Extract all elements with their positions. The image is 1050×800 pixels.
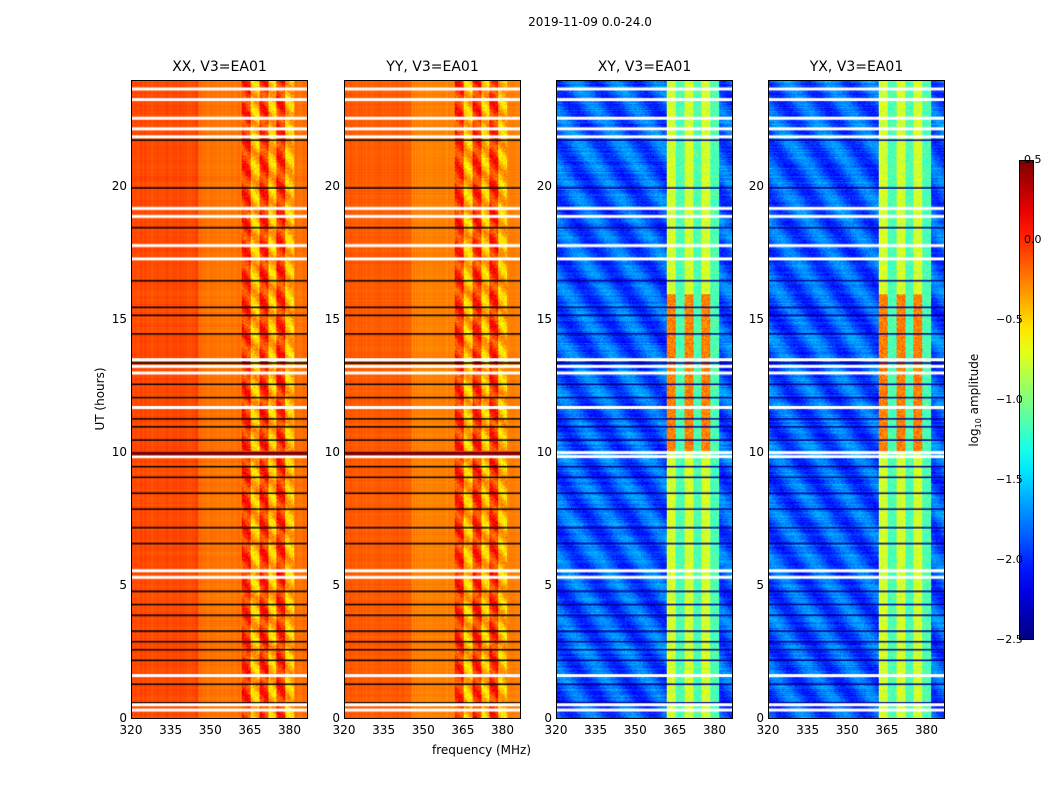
colorbar-tick-label: −1.0 xyxy=(996,393,1023,406)
colorbar-tick-label: −1.5 xyxy=(996,473,1023,486)
y-tick-label: 20 xyxy=(111,178,127,193)
y-tick-label: 20 xyxy=(748,178,764,193)
colorbar-label-sub: 10 xyxy=(974,418,984,429)
heatmap-yy xyxy=(344,80,521,719)
y-axis-label: UT (hours) xyxy=(93,367,107,431)
y-tick-label: 10 xyxy=(748,444,764,459)
x-tick-label: 335 xyxy=(372,723,396,737)
y-tick-label: 5 xyxy=(756,577,764,592)
y-tick-label: 0 xyxy=(119,711,127,725)
y-tick-label: 15 xyxy=(324,311,340,326)
y-tick-label: 15 xyxy=(536,311,552,326)
heatmap-xx xyxy=(131,80,308,719)
colorbar-tick-label: −2.0 xyxy=(996,553,1023,566)
heatmap-yx xyxy=(768,80,945,719)
x-tick-label: 320 xyxy=(332,723,356,737)
colorbar-tick-label: 0.0 xyxy=(1024,233,1042,246)
y-tick-label: 5 xyxy=(544,577,552,592)
x-tick-label: 335 xyxy=(796,723,820,737)
y-tick-label: 0 xyxy=(544,711,552,725)
heatmap-canvas xyxy=(557,81,732,718)
panel-title-yy: YY, V3=EA01 xyxy=(386,59,479,75)
x-tick-label: 350 xyxy=(198,723,222,737)
x-tick-label: 365 xyxy=(663,723,687,737)
x-tick-label: 320 xyxy=(544,723,568,737)
x-tick-label: 365 xyxy=(451,723,475,737)
x-tick-label: 380 xyxy=(278,723,301,737)
y-tick-label: 10 xyxy=(536,444,552,459)
figure-title: 2019-11-09 0.0-24.0 xyxy=(528,15,652,29)
x-tick-label: 320 xyxy=(756,723,780,737)
panel-title-xy: XY, V3=EA01 xyxy=(597,59,692,75)
colorbar-tick-label: −2.5 xyxy=(996,633,1023,646)
y-tick-label: 15 xyxy=(748,311,764,326)
heatmap-xy xyxy=(556,80,733,719)
x-tick-label: 350 xyxy=(835,723,859,737)
x-tick-label: 350 xyxy=(411,723,435,737)
x-tick-label: 380 xyxy=(915,723,938,737)
y-tick-label: 0 xyxy=(332,711,340,725)
colorbar-label: log10 amplitude xyxy=(966,353,984,447)
x-tick-label: 365 xyxy=(238,723,262,737)
y-tick-label: 20 xyxy=(536,178,552,193)
x-tick-label: 350 xyxy=(623,723,647,737)
y-tick-label: 15 xyxy=(111,311,127,326)
x-tick-label: 335 xyxy=(584,723,608,737)
y-tick-label: 20 xyxy=(324,178,340,193)
x-tick-label: 380 xyxy=(491,723,514,737)
y-tick-label: 5 xyxy=(332,577,340,592)
y-tick-label: 10 xyxy=(324,444,340,459)
panel-title-yx: YX, V3=EA01 xyxy=(809,59,904,75)
y-tick-label: 10 xyxy=(111,444,127,459)
y-tick-label: 5 xyxy=(119,577,127,592)
x-tick-label: 335 xyxy=(159,723,183,737)
heatmap-canvas xyxy=(769,81,944,718)
panel-title-xx: XX, V3=EA01 xyxy=(172,59,267,75)
colorbar xyxy=(1019,160,1034,640)
x-tick-label: 380 xyxy=(703,723,726,737)
colorbar-tick-label: 0.5 xyxy=(1024,153,1042,166)
heatmap-canvas xyxy=(345,81,520,718)
x-tick-label: 320 xyxy=(119,723,143,737)
x-tick-label: 365 xyxy=(875,723,899,737)
heatmap-canvas xyxy=(132,81,307,718)
x-axis-label: frequency (MHz) xyxy=(432,743,532,757)
y-tick-label: 0 xyxy=(756,711,764,725)
colorbar-tick-label: −0.5 xyxy=(996,313,1023,326)
